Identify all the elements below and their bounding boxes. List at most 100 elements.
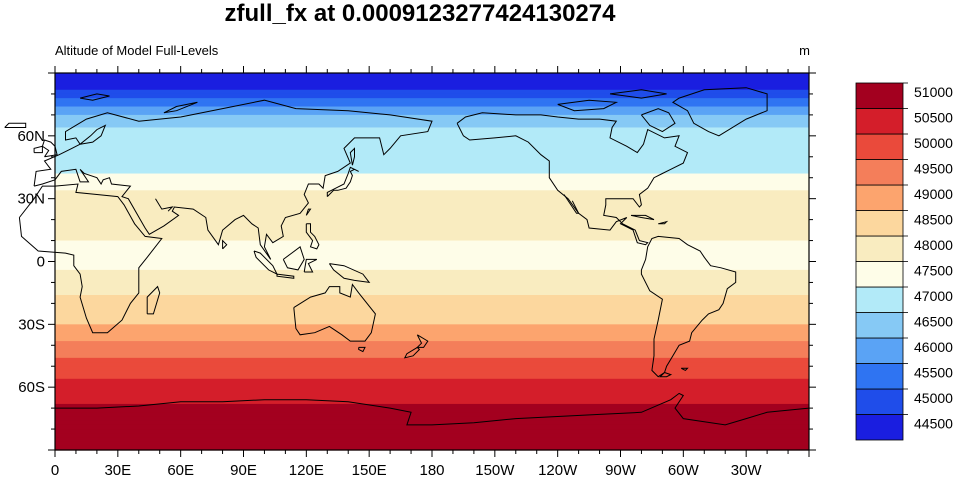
x-tick-label: 150W	[475, 462, 515, 479]
colorbar-label: 48500	[914, 212, 953, 228]
x-tick-label: 150E	[352, 462, 387, 479]
coastline	[146, 285, 161, 315]
y-tick-label: 30N	[17, 191, 45, 208]
contour-band	[55, 307, 809, 313]
colorbar-label: 47500	[914, 263, 953, 279]
colorbar-swatch	[855, 312, 904, 339]
colorbar-swatch	[855, 363, 904, 390]
colorbar-label: 48000	[914, 237, 953, 253]
colorbar-label: 51000	[914, 84, 953, 100]
contour-band	[55, 395, 809, 401]
contour-band	[55, 144, 809, 149]
contour-band	[55, 110, 809, 116]
contour-band	[55, 169, 809, 175]
contour-band	[55, 219, 809, 225]
contour-band	[55, 403, 809, 409]
coastline	[155, 198, 174, 212]
contour-band	[55, 114, 809, 120]
y-axis-tick-labels: 60N 30N 0 30S 60S	[17, 128, 45, 396]
contour-band	[55, 278, 809, 284]
contour-band	[55, 223, 809, 229]
contour-band	[55, 303, 809, 309]
coastline	[563, 194, 580, 214]
colorbar-swatch	[855, 235, 904, 262]
contour-band	[55, 387, 809, 392]
contour-band	[55, 236, 809, 242]
x-tick-label: 30W	[731, 462, 763, 479]
coastline	[630, 214, 655, 221]
filled-contour-field	[55, 73, 809, 451]
contour-band	[55, 232, 809, 237]
contour-band	[55, 85, 809, 91]
colorbar-swatch	[855, 184, 904, 211]
contour-band	[55, 227, 809, 233]
coastline	[403, 346, 421, 359]
coastline	[4, 122, 27, 128]
x-tick-label: 120W	[538, 462, 578, 479]
contour-band	[55, 181, 809, 187]
contour-band	[55, 420, 809, 426]
contour-band	[55, 207, 809, 212]
coastline	[416, 334, 429, 348]
contour-band	[55, 274, 809, 279]
units-label: m	[799, 43, 810, 58]
coastline	[305, 208, 312, 216]
x-tick-label: 120E	[289, 462, 324, 479]
contour-band	[55, 328, 809, 334]
contour-band	[55, 290, 809, 296]
contour-band	[55, 269, 809, 275]
contour-band	[55, 416, 809, 422]
coastline	[671, 87, 768, 137]
coastline	[659, 372, 673, 378]
contour-band	[55, 253, 809, 258]
colorbar-swatch	[855, 337, 904, 364]
contour-band	[55, 102, 809, 108]
contour-band	[55, 135, 809, 141]
colorbar-swatch	[855, 388, 904, 415]
contour-band	[55, 156, 809, 162]
colorbar-label: 50500	[914, 110, 953, 126]
contour-band	[55, 412, 809, 418]
colorbar-label: 49000	[914, 186, 953, 202]
contour-band	[55, 315, 809, 321]
coastline	[79, 93, 110, 101]
contour-band	[55, 186, 809, 191]
contour-band	[55, 437, 809, 443]
contour-band	[55, 408, 809, 413]
contour-band	[55, 378, 809, 384]
contour-band	[55, 391, 809, 397]
contour-band	[55, 73, 809, 78]
contour-band	[55, 341, 809, 346]
contour-band	[55, 299, 809, 304]
y-tick-label: 60N	[17, 128, 45, 145]
coastline	[328, 263, 371, 284]
contour-band	[55, 424, 809, 430]
coastline	[305, 223, 320, 250]
coastline	[609, 89, 667, 99]
contour-band	[55, 282, 809, 288]
contour-band	[55, 123, 809, 129]
contour-band	[55, 332, 809, 338]
axis-ticks	[48, 66, 816, 457]
x-tick-label: 60E	[167, 462, 194, 479]
coastline	[79, 124, 107, 145]
coastline	[456, 112, 689, 246]
x-tick-label: 90E	[230, 462, 257, 479]
contour-band	[55, 211, 809, 217]
colorbar-label: 45500	[914, 365, 953, 381]
left-subtitle: Altitude of Model Full-Levels	[55, 43, 219, 58]
coastline	[680, 367, 689, 372]
colorbar-swatch	[855, 133, 904, 160]
contour-band	[55, 382, 809, 388]
contour-band	[55, 357, 809, 363]
colorbar-label: 44500	[914, 416, 953, 432]
contour-band	[55, 98, 809, 103]
coastline	[358, 346, 366, 353]
colorbar-swatch	[855, 414, 904, 441]
contour-band	[55, 152, 809, 158]
colorbar-swatch	[855, 159, 904, 186]
coastline	[557, 99, 619, 112]
contour-band	[55, 433, 809, 439]
coastline	[640, 235, 737, 378]
coastline	[18, 183, 163, 334]
